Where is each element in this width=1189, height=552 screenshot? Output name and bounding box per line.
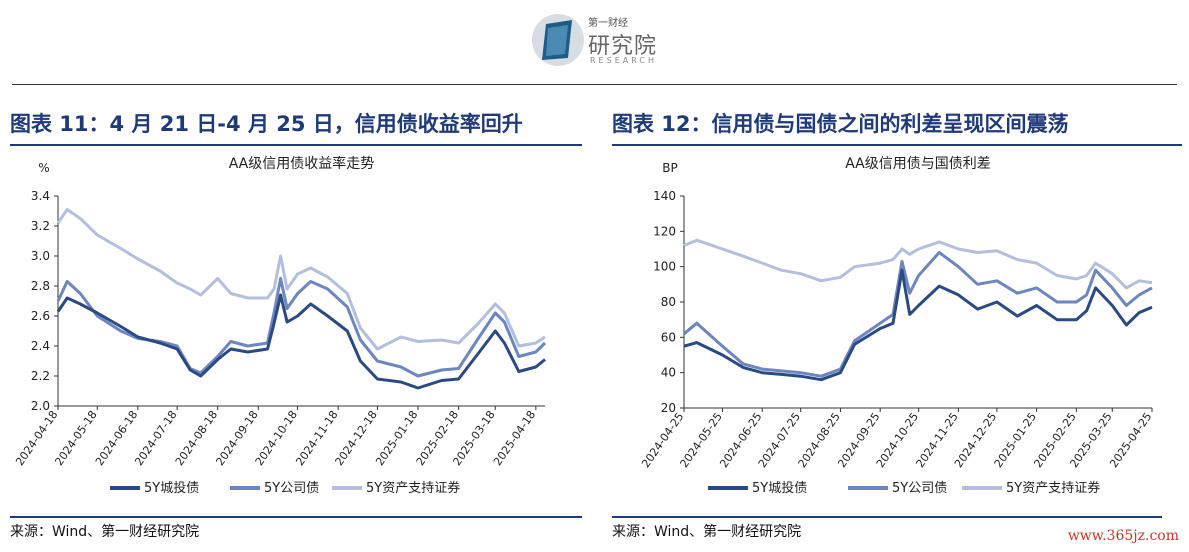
legend-label: 5Y资产支持证券	[366, 480, 460, 496]
source-note: 来源：Wind、第一财经研究院	[10, 524, 200, 540]
logo-main-text: 研究院	[588, 34, 658, 59]
y-tick-label: 2.2	[31, 369, 50, 383]
x-tick-label: 2024-10-18	[253, 408, 300, 468]
research-logo	[532, 14, 584, 66]
yield-line-chart: AA级信用债收益率走势% 2.0 2.2 2.4 2.6 2.8 3.0 3.2 3.4 2024…	[13, 155, 547, 496]
source-divider	[612, 516, 1162, 518]
logo-top-text: 第一财经	[588, 18, 628, 29]
site-watermark: www.365jz.com	[1067, 528, 1179, 544]
y-tick-label: 3.2	[31, 219, 50, 233]
x-tick-label: 2024-12-18	[333, 408, 380, 468]
y-tick-label: 120	[653, 224, 676, 238]
y-axis-unit: %	[38, 161, 49, 175]
x-tick-label: 2025-04-18	[491, 408, 538, 468]
x-tick-label: 2025-04-25	[1107, 410, 1154, 470]
y-tick-label: 3.4	[31, 189, 50, 203]
y-axis-unit: BP	[662, 161, 677, 175]
page-header: 第一财经 研究院 RESEARCH	[0, 0, 1189, 86]
logo-sub-text: RESEARCH	[590, 56, 657, 65]
y-tick-label: 2.6	[31, 309, 50, 323]
figure-panel-right: 图表 12：信用债与国债之间的利差呈现区间震荡 AA级信用债与国债利差 BP 20 4…	[612, 108, 1182, 548]
legend-label: 5Y城投债	[752, 480, 807, 496]
y-tick-label: 2.8	[31, 279, 50, 293]
y-tick-label: 80	[661, 295, 676, 309]
chart-title: AA级信用债收益率走势	[229, 155, 375, 172]
legend-label: 5Y城投债	[144, 480, 199, 496]
y-tick-label: 2.0	[31, 399, 50, 413]
header-divider	[12, 84, 1177, 85]
spread-line-chart: AA级信用债与国债利差BP204060801001201402024-04-25…	[639, 156, 1154, 496]
source-note: 来源：Wind、第一财经研究院	[612, 524, 802, 540]
chart-title: AA级信用债与国债利差	[845, 156, 991, 172]
series-line-3	[683, 238, 1153, 290]
source-divider	[10, 516, 582, 518]
y-tick-label: 100	[653, 260, 676, 274]
x-tick-label: 2025-01-18	[373, 408, 420, 468]
title-divider	[10, 144, 582, 146]
x-tick-label: 2024-07-18	[132, 408, 179, 468]
y-tick-label: 3.0	[31, 249, 50, 263]
x-tick-label: 2024-08-18	[173, 408, 220, 468]
y-tick-label: 60	[661, 330, 676, 344]
series-line-1	[683, 268, 1153, 382]
legend-label: 5Y公司债	[892, 481, 947, 496]
figure-title: 图表 12：信用债与国债之间的利差呈现区间震荡	[612, 112, 1069, 136]
series-line-2	[683, 251, 1153, 378]
legend-label: 5Y公司债	[264, 481, 319, 496]
y-tick-label: 20	[661, 401, 676, 415]
y-tick-label: 2.4	[31, 339, 50, 353]
title-divider	[612, 144, 1182, 146]
y-tick-label: 40	[661, 366, 676, 380]
figure-title: 图表 11：4 月 21 日-4 月 25 日，信用债收益率回升	[10, 112, 523, 136]
series-line-3	[56, 208, 546, 351]
x-tick-label: 2024-05-18	[52, 408, 99, 468]
series-line-1	[56, 293, 546, 390]
figure-panel-left: 图表 11：4 月 21 日-4 月 25 日，信用债收益率回升 AA级信用债收…	[10, 108, 582, 548]
y-tick-label: 140	[653, 189, 676, 203]
legend-label: 5Y资产支持证券	[1006, 480, 1100, 496]
